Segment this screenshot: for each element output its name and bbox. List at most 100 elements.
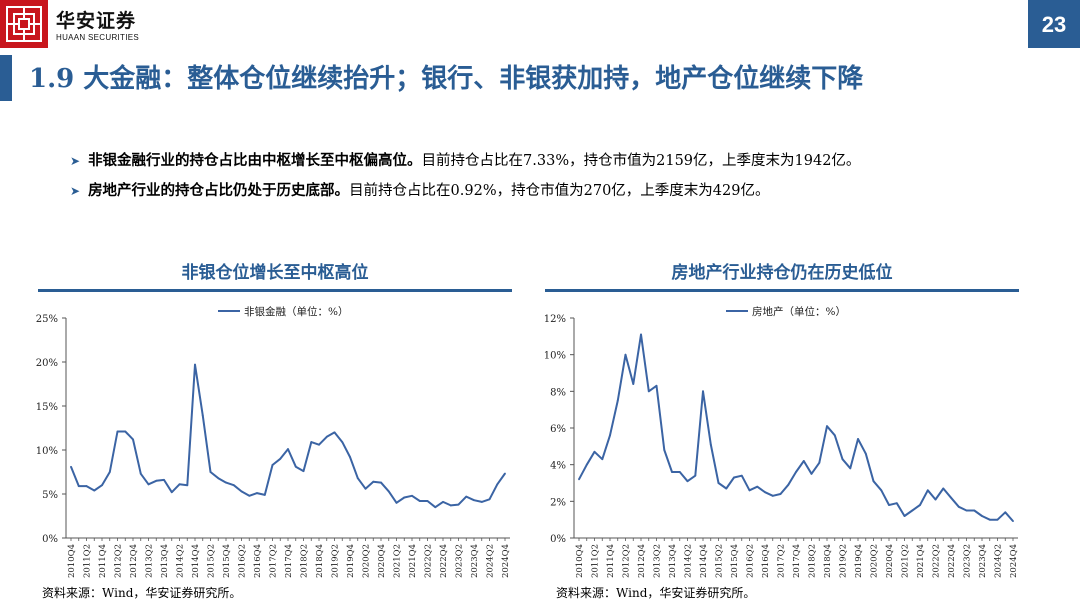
data-point xyxy=(426,500,429,502)
data-point xyxy=(488,498,491,501)
chart-title-realestate: 房地产行业持仓仍在历史低位 xyxy=(671,263,893,283)
x-tick-label: 2019Q2 xyxy=(331,544,341,578)
data-point xyxy=(178,483,181,486)
x-tick-label: 2017Q2 xyxy=(777,544,787,578)
data-point xyxy=(702,390,704,393)
data-point xyxy=(756,485,759,488)
data-point xyxy=(647,390,650,393)
data-point xyxy=(155,479,158,482)
x-tick-label: 2024Q4 xyxy=(501,544,511,578)
data-point xyxy=(418,500,421,502)
chart-realestate: 0% 2% 4% 6% 8% 10% 12% 2010Q4 2011Q2 2011Q4 2012Q2… xyxy=(544,305,1019,578)
x-tick-label: 2011Q2 xyxy=(591,544,601,578)
data-point xyxy=(310,441,313,443)
chart-title-nonbank: 非银仓位增长至中枢高位 xyxy=(181,263,369,283)
x-tick-label: 2017Q4 xyxy=(284,544,294,578)
data-point xyxy=(934,498,937,501)
data-point xyxy=(271,464,274,466)
x-tick-label: 2011Q4 xyxy=(98,544,108,578)
data-point xyxy=(841,458,844,461)
data-point xyxy=(240,490,243,493)
bullet-list: ➤ 非银金融行业的持仓占比由中枢增长至中枢偏高位。目前持仓占比在7.33%，持仓市… xyxy=(70,146,860,206)
x-tick-label: 2015Q2 xyxy=(207,544,217,578)
data-point xyxy=(957,505,960,508)
legend-label: 房地产（单位：%） xyxy=(752,305,846,318)
x-tick-label: 2018Q2 xyxy=(808,544,818,578)
data-point xyxy=(411,494,413,497)
data-point xyxy=(341,441,344,443)
series-line xyxy=(70,363,506,509)
data-point xyxy=(465,495,468,498)
data-point xyxy=(709,443,712,446)
x-tick-label: 2024Q2 xyxy=(486,544,496,578)
data-point xyxy=(981,515,983,517)
x-tick-label: 2011Q4 xyxy=(606,544,616,578)
y-tick-label: 4% xyxy=(550,461,566,472)
data-point xyxy=(93,489,96,492)
data-point xyxy=(919,504,921,506)
arrow-bullet-icon: ➤ xyxy=(70,154,81,168)
data-point xyxy=(302,470,305,473)
x-tick-label: 2022Q2 xyxy=(424,544,434,578)
x-tick-label: 2022Q4 xyxy=(947,544,957,578)
chart-title-rule xyxy=(38,289,512,292)
x-tick-label: 2014Q4 xyxy=(699,544,709,578)
x-tick-label: 2020Q2 xyxy=(362,544,372,578)
x-tick-label: 2020Q4 xyxy=(885,544,895,578)
data-point xyxy=(163,479,165,481)
data-point xyxy=(349,456,351,458)
data-point xyxy=(880,489,883,492)
bullet-item: ➤ 非银金融行业的持仓占比由中枢增长至中枢偏高位。目前持仓占比在7.33%，持仓市… xyxy=(70,146,860,176)
data-point xyxy=(480,501,483,503)
chart-nonbank: 0% 5% 10% 15% 20% 25% 2010Q4 2011Q2 2011Q4 2012Q2… xyxy=(36,305,511,578)
data-point xyxy=(194,363,196,366)
data-point xyxy=(787,483,790,486)
x-tick-label: 2020Q4 xyxy=(377,544,387,578)
data-point xyxy=(201,414,204,417)
brand-name-cn: 华安证券 xyxy=(56,10,137,32)
chart-title-rule xyxy=(545,289,1019,292)
x-tick-label: 2013Q2 xyxy=(145,544,155,578)
data-point xyxy=(826,425,828,428)
data-point xyxy=(333,431,336,434)
data-point xyxy=(434,506,437,509)
x-tick-label: 2020Q2 xyxy=(870,544,880,578)
data-point xyxy=(225,481,227,484)
data-point xyxy=(504,472,506,475)
data-point xyxy=(85,485,88,487)
data-point xyxy=(740,474,743,477)
x-tick-label: 2019Q4 xyxy=(854,544,864,578)
data-point xyxy=(380,481,382,484)
legend-label: 非银金融（单位：%） xyxy=(244,305,348,318)
y-tick-label: 2% xyxy=(550,497,566,508)
x-tick-label: 2012Q4 xyxy=(637,544,647,578)
data-point xyxy=(364,487,367,490)
data-point xyxy=(988,518,991,521)
data-point xyxy=(395,501,398,504)
data-point xyxy=(717,482,720,484)
slide-title: 1.9 大金融：整体仓位继续抬升；银行、非银获加持，地产仓位继续下降 xyxy=(29,64,864,94)
x-tick-label: 2014Q4 xyxy=(191,544,201,578)
x-tick-label: 2012Q2 xyxy=(114,544,124,578)
x-tick-label: 2022Q2 xyxy=(932,544,942,578)
y-tick-label: 12% xyxy=(544,314,566,325)
data-point xyxy=(601,458,604,461)
data-point xyxy=(996,518,999,521)
data-point xyxy=(609,434,611,437)
x-tick-label: 2014Q2 xyxy=(176,544,186,578)
x-tick-label: 2012Q4 xyxy=(129,544,139,578)
data-point xyxy=(70,465,72,468)
data-point xyxy=(973,509,976,512)
data-point xyxy=(318,443,320,446)
data-point xyxy=(818,461,821,464)
data-point xyxy=(325,435,328,438)
data-point xyxy=(496,483,499,486)
data-point xyxy=(911,509,914,512)
data-point xyxy=(671,471,673,473)
data-point xyxy=(663,449,666,451)
x-tick-label: 2014Q2 xyxy=(684,544,694,578)
data-point xyxy=(585,463,588,466)
data-point xyxy=(903,515,906,517)
y-tick-label: 10% xyxy=(36,446,58,457)
data-point xyxy=(655,384,658,387)
